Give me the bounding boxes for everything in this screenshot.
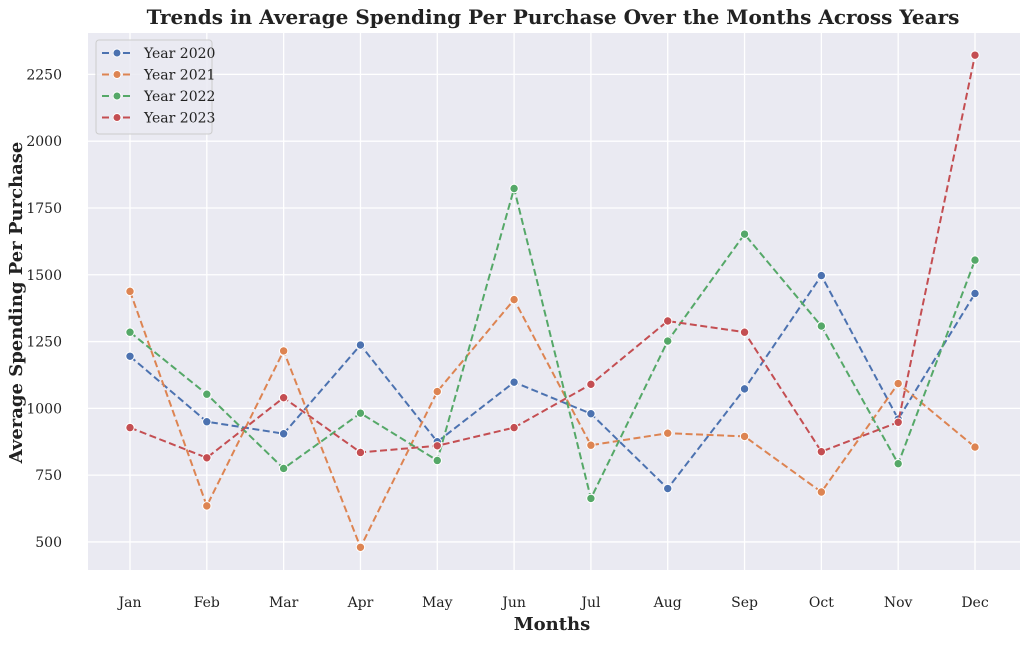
data-point bbox=[663, 336, 673, 346]
data-point bbox=[663, 316, 673, 326]
data-point bbox=[816, 270, 827, 281]
y-tick-label: 500 bbox=[35, 535, 62, 551]
data-point bbox=[663, 428, 673, 438]
data-point bbox=[970, 288, 980, 299]
data-point bbox=[739, 431, 750, 442]
series-line bbox=[129, 54, 976, 459]
data-point bbox=[970, 50, 980, 60]
data-point bbox=[202, 501, 212, 511]
data-point bbox=[893, 378, 903, 389]
legend-marker bbox=[112, 70, 122, 79]
series-year-2021 bbox=[125, 286, 980, 552]
legend-item: Year 2022 bbox=[102, 89, 215, 105]
data-point bbox=[202, 417, 212, 427]
y-tick-label: 1000 bbox=[26, 401, 62, 417]
data-point bbox=[509, 294, 519, 305]
data-point bbox=[816, 321, 827, 331]
data-point bbox=[432, 455, 442, 466]
data-point bbox=[355, 542, 366, 552]
data-point bbox=[893, 417, 903, 427]
series-layer bbox=[125, 50, 980, 552]
data-point bbox=[278, 429, 289, 439]
legend-label: Year 2021 bbox=[143, 68, 215, 84]
x-tick-label: Feb bbox=[194, 595, 220, 611]
data-point bbox=[739, 384, 750, 394]
data-point bbox=[739, 229, 750, 239]
x-tick-label: Dec bbox=[961, 595, 989, 611]
legend-item: Year 2023 bbox=[102, 111, 215, 127]
legend-marker bbox=[112, 91, 122, 101]
data-point bbox=[125, 286, 135, 297]
x-tick-label: Nov bbox=[884, 595, 913, 611]
series-line bbox=[129, 290, 976, 550]
y-tick-label: 1250 bbox=[26, 335, 62, 351]
y-tick-label: 2000 bbox=[26, 134, 62, 150]
x-tick-label: Oct bbox=[809, 595, 834, 611]
x-axis-label: Months bbox=[514, 614, 591, 635]
data-point bbox=[278, 463, 289, 474]
legend-label: Year 2023 bbox=[143, 111, 215, 127]
series-year-2022 bbox=[125, 183, 980, 504]
data-point bbox=[586, 379, 596, 390]
data-point bbox=[970, 255, 980, 265]
legend-label: Year 2022 bbox=[143, 89, 215, 105]
grid-lines bbox=[88, 33, 1020, 570]
data-point bbox=[278, 392, 289, 403]
data-point bbox=[355, 447, 366, 458]
data-point bbox=[509, 377, 519, 387]
x-tick-label: Apr bbox=[347, 595, 374, 611]
legend-marker bbox=[112, 113, 122, 122]
y-tick-label: 1750 bbox=[26, 201, 62, 217]
legend-item: Year 2021 bbox=[102, 68, 215, 84]
legend-label: Year 2020 bbox=[143, 46, 215, 62]
data-point bbox=[816, 446, 827, 457]
series-year-2023 bbox=[125, 50, 980, 463]
x-tick-label: Mar bbox=[269, 595, 299, 611]
data-point bbox=[355, 340, 366, 350]
y-axis-label: Average Spending Per Purchase bbox=[6, 142, 27, 465]
data-point bbox=[355, 408, 366, 418]
data-point bbox=[432, 441, 442, 451]
data-point bbox=[432, 386, 442, 397]
series-line bbox=[129, 184, 976, 502]
data-point bbox=[202, 389, 212, 399]
series-line bbox=[129, 273, 976, 490]
data-point bbox=[586, 409, 596, 419]
y-tick-labels: 500 750 1000 1250 1500 1750 2000 2250 bbox=[26, 67, 62, 551]
y-tick-label: 1500 bbox=[26, 268, 62, 284]
legend-item: Year 2020 bbox=[102, 46, 215, 62]
data-point bbox=[586, 440, 596, 450]
chart-title: Trends in Average Spending Per Purchase … bbox=[147, 5, 960, 29]
data-point bbox=[125, 327, 135, 337]
data-point bbox=[202, 453, 212, 463]
data-point bbox=[739, 327, 750, 337]
data-point bbox=[125, 422, 135, 433]
x-tick-label: Aug bbox=[653, 595, 682, 611]
legend-marker bbox=[112, 48, 122, 58]
data-point bbox=[125, 351, 135, 361]
plot-area bbox=[88, 33, 1020, 570]
legend: Year 2020 Year 2021 Year 2022 Year 2023 bbox=[95, 39, 215, 135]
data-point bbox=[509, 422, 519, 433]
x-tick-labels: Jan Feb Mar Apr May Jun Jul Aug Sep Oct Nov Dec bbox=[117, 595, 989, 611]
data-point bbox=[893, 458, 903, 469]
legend-box bbox=[95, 39, 213, 135]
data-point bbox=[509, 183, 519, 194]
x-tick-label: Jul bbox=[579, 595, 601, 611]
x-tick-label: May bbox=[422, 595, 453, 611]
x-tick-label: Jun bbox=[500, 595, 526, 611]
data-point bbox=[816, 487, 827, 497]
x-tick-label: Sep bbox=[731, 595, 758, 611]
data-point bbox=[663, 483, 673, 494]
y-tick-label: 750 bbox=[35, 468, 62, 484]
data-point bbox=[586, 493, 596, 504]
y-tick-label: 2250 bbox=[26, 67, 62, 83]
data-point bbox=[970, 442, 980, 452]
data-point bbox=[278, 346, 289, 356]
x-tick-label: Jan bbox=[117, 595, 142, 611]
